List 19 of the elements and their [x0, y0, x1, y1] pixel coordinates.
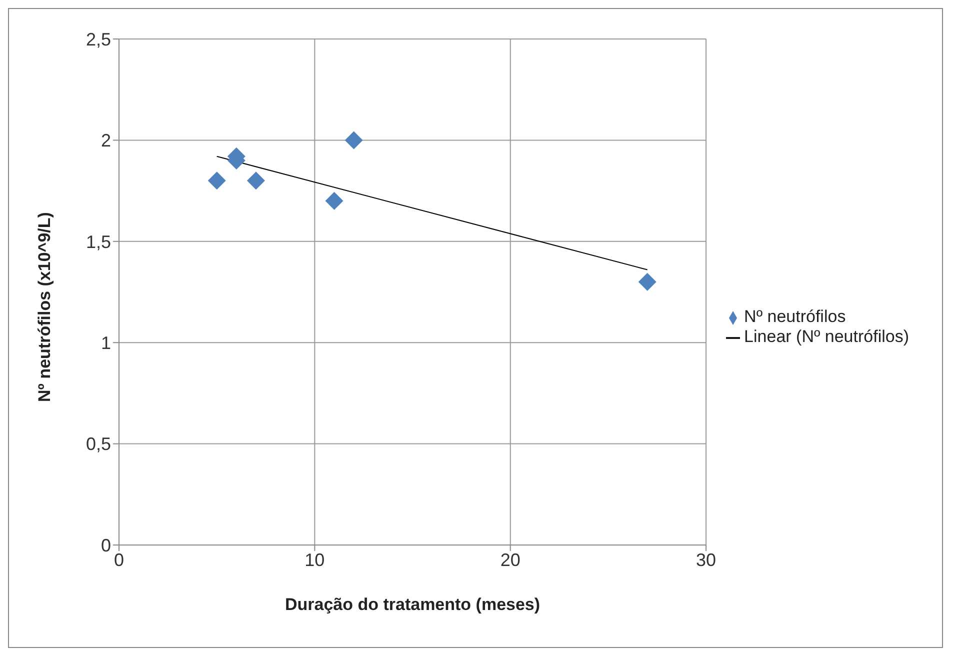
x-tick-label: 10	[304, 550, 325, 570]
point	[208, 172, 226, 190]
y-tick-label: 1,5	[86, 232, 111, 252]
y-tick-label: 2,5	[86, 29, 111, 50]
y-tick-label: 2	[100, 130, 111, 151]
point	[246, 172, 265, 190]
x-tick-label: 20	[500, 550, 520, 570]
point	[344, 131, 363, 150]
x-tick-label: 30	[696, 550, 716, 570]
y-axis-title: Nº neutrófilos (x10^9/L)	[35, 212, 54, 402]
x-tick-label: 0	[114, 550, 124, 570]
y-tick-label: 0	[100, 535, 111, 556]
y-tick-label: 1	[100, 332, 111, 353]
x-axis-title: Duração do tratamento (meses)	[284, 595, 540, 614]
legend-label: Nº neutrófilos	[744, 307, 846, 326]
point	[325, 192, 344, 210]
point	[638, 272, 656, 291]
legend-label: Linear (Nº neutrófilos)	[744, 327, 909, 346]
y-tick-label: 0,5	[86, 434, 111, 454]
